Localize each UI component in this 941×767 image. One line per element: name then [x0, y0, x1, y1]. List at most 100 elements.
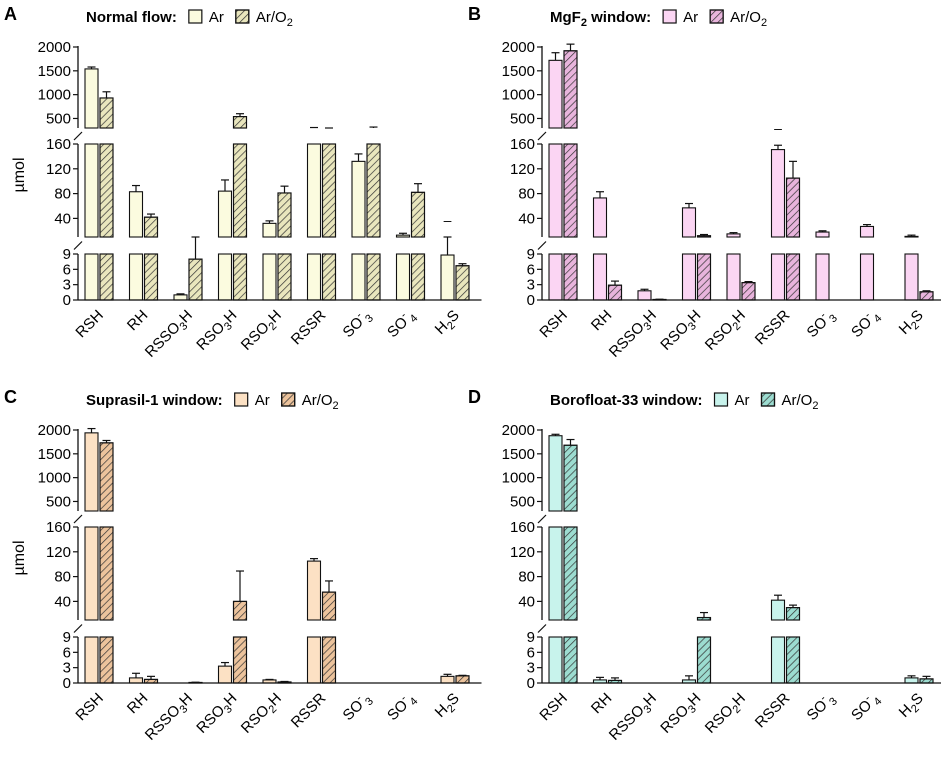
bar-hatch	[321, 636, 337, 684]
bar-hatch	[696, 253, 712, 301]
legend-swatch-ar	[234, 392, 249, 407]
bar-hatch	[696, 636, 712, 684]
chart-title: Normal flow:	[86, 9, 177, 26]
legend-swatch-ar	[188, 9, 203, 24]
bar-ar	[859, 253, 875, 301]
x-tick-label: RSO3H	[657, 690, 706, 739]
y-tick-label: 6	[527, 644, 535, 661]
bar-ar	[306, 560, 322, 621]
bar-hatch	[455, 675, 470, 684]
bar-hatch	[455, 265, 470, 301]
x-tick-label: H2S	[432, 307, 465, 340]
legend-item-aro2: Ar/O2	[281, 392, 339, 412]
x-tick-label: RH	[588, 307, 615, 334]
x-tick-label: RSO2H	[238, 307, 287, 356]
legend-swatch-hatch	[709, 9, 724, 24]
y-tick-label: 0	[63, 292, 71, 309]
y-tick-label: 1000	[38, 87, 71, 104]
bar-hatch	[99, 526, 114, 621]
bar-hatch	[99, 143, 114, 238]
bar-ar	[84, 636, 99, 684]
y-tick-label: 120	[46, 544, 71, 561]
chart-title: MgF2 window:	[550, 9, 651, 29]
axis-break-mark	[73, 624, 83, 633]
bar-ar	[84, 253, 99, 301]
bar-ar	[84, 526, 99, 621]
panel-letter: B	[468, 4, 481, 24]
legend-label-ar: Ar	[683, 9, 698, 26]
x-tick-label: RSO3H	[193, 690, 242, 739]
bar-ar	[84, 432, 99, 512]
x-tick-label: SO-4	[383, 688, 421, 726]
y-tick-label: 2000	[38, 422, 71, 439]
x-tick-label: H2S	[896, 690, 929, 723]
x-tick-label: SO-3	[802, 305, 840, 343]
x-tick-label: RSO2H	[702, 307, 751, 356]
y-tick-label: 6	[63, 261, 71, 278]
y-tick-label: 1500	[38, 63, 71, 80]
axis-break-mark	[537, 624, 547, 633]
x-tick-label: SO-3	[802, 688, 840, 726]
bar-ar	[592, 197, 608, 238]
legend-swatch-ar	[713, 392, 729, 407]
bar-ar	[395, 253, 411, 301]
y-tick-label: 1000	[38, 470, 71, 487]
legend-label-ar: Ar	[255, 392, 270, 409]
bar-ar	[548, 526, 563, 621]
chart-title: Suprasil-1 window:	[86, 392, 223, 409]
bars: –	[84, 66, 470, 301]
bar-hatch	[321, 143, 337, 238]
bar-ar	[548, 253, 563, 301]
bar-ar	[128, 677, 144, 684]
y-tick-label: 120	[46, 161, 71, 178]
y-tick-label: 2000	[502, 422, 535, 439]
y-tick-label: 500	[46, 110, 71, 127]
x-tick-label: RSSO3H	[606, 307, 662, 363]
bar-hatch	[232, 600, 248, 621]
bar-ar	[262, 222, 277, 238]
bar-ar	[904, 235, 919, 238]
x-tick-label: SO-4	[847, 305, 885, 343]
bar-ar	[548, 636, 563, 684]
bar-ar	[128, 191, 144, 238]
bar-ar	[681, 253, 697, 301]
legend-item-aro2: Ar/O2	[760, 392, 818, 412]
x-tick-label: RSO3H	[657, 307, 706, 356]
legend-label-aro2: Ar/O2	[730, 9, 767, 29]
legend-label-ar: Ar	[209, 9, 224, 26]
x-tick-label: RSSR	[752, 690, 794, 732]
bar-ar	[548, 143, 563, 238]
y-tick-label: 9	[63, 629, 71, 646]
y-tick-label: 9	[527, 629, 535, 646]
x-tick-label: RSH	[72, 690, 106, 724]
bar-hatch	[563, 143, 578, 238]
x-tick-label: SO-4	[847, 688, 885, 726]
y-tick-label: 500	[510, 110, 535, 127]
bar-ar	[217, 665, 233, 684]
y-tick-label: 160	[46, 136, 71, 153]
bar-ar	[440, 254, 455, 301]
y-tick-label: 3	[527, 660, 535, 677]
bar-hatch	[366, 143, 381, 238]
bar-hatch	[366, 253, 381, 301]
bar-ar	[351, 253, 366, 301]
x-tick-label: RSSO3H	[606, 690, 662, 746]
y-tick-label: 160	[46, 519, 71, 536]
bar-ar	[815, 253, 830, 301]
axis-break-mark	[73, 514, 83, 524]
bar-annotation: –	[444, 212, 452, 228]
bar-hatch	[277, 192, 292, 238]
x-tick-label: RSSO3H	[142, 307, 198, 363]
y-tick-label: 40	[518, 210, 535, 227]
y-axis-label: µmol	[11, 158, 28, 193]
bar-ar	[128, 253, 144, 301]
y-tick-label: 80	[54, 569, 71, 586]
y-tick-label: 6	[63, 644, 71, 661]
bar-hatch	[785, 607, 801, 621]
bar-hatch	[563, 444, 578, 512]
bar-ar	[592, 253, 608, 301]
bar-ar	[904, 253, 919, 301]
bar-hatch	[143, 216, 159, 238]
